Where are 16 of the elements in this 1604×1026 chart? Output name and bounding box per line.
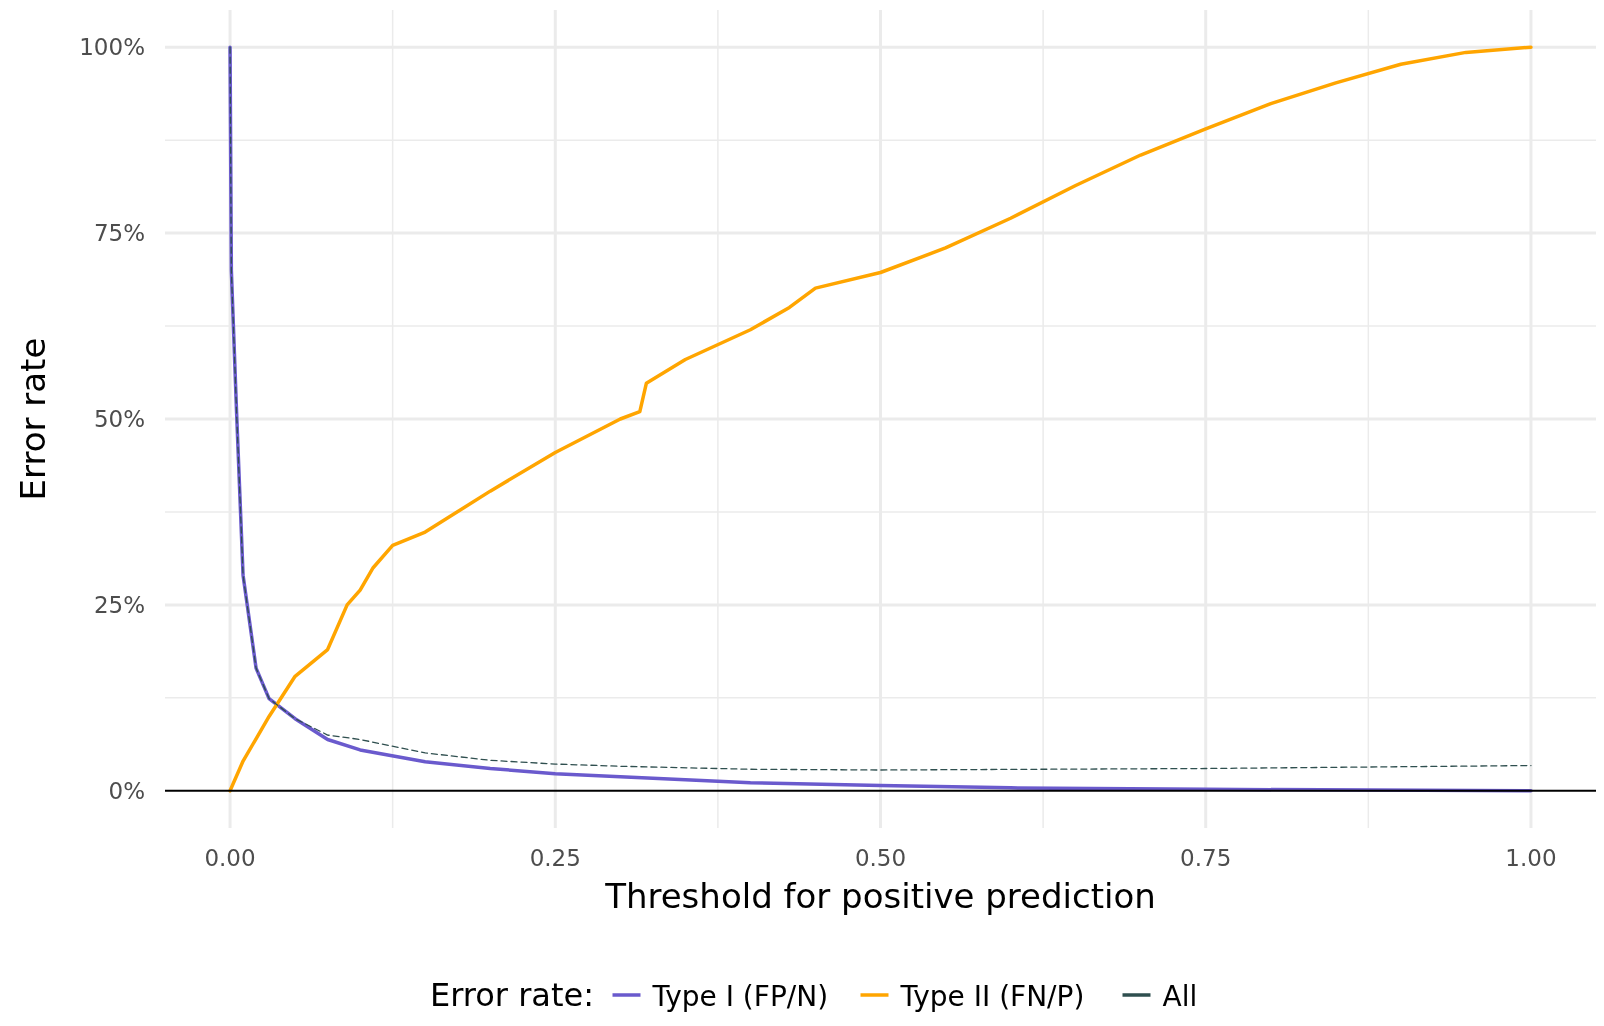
x-tick-label: 0.00	[204, 845, 256, 871]
legend-label: All	[1162, 980, 1198, 1013]
legend-label: Type II (FN/P)	[899, 980, 1085, 1013]
y-tick-label: 0%	[108, 777, 145, 804]
y-tick-label: 100%	[79, 34, 145, 61]
legend-title: Error rate:	[430, 976, 594, 1014]
y-tick-label: 75%	[93, 220, 145, 247]
x-tick-label: 1.00	[1505, 845, 1557, 871]
y-axis-title: Error rate	[13, 337, 53, 501]
x-tick-label: 0.75	[1180, 845, 1232, 871]
legend-label: Type I (FP/N)	[651, 980, 829, 1013]
x-tick-label: 0.50	[854, 845, 907, 871]
x-tick-label: 0.25	[529, 845, 581, 871]
x-axis-title: Threshold for positive prediction	[604, 876, 1156, 916]
y-tick-label: 50%	[93, 406, 145, 433]
y-tick-label: 25%	[93, 591, 145, 618]
